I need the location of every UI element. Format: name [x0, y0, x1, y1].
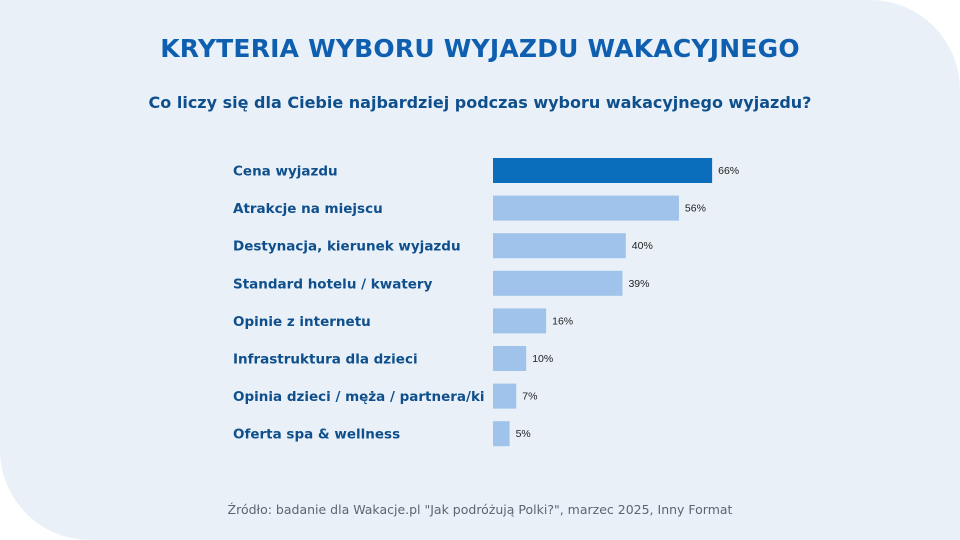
chart-title: KRYTERIA WYBORU WYJAZDU WAKACYJNEGO [160, 34, 800, 63]
value-label: 10% [532, 353, 553, 365]
category-label: Cena wyjazdu [233, 164, 338, 180]
category-label: Infrastruktura dla dzieci [233, 352, 418, 368]
category-label: Opinie z internetu [233, 314, 371, 330]
category-label: Standard hotelu / kwatery [233, 276, 433, 292]
bar [493, 421, 510, 447]
bar [493, 346, 527, 371]
category-label: Destynacja, kierunek wyjazdu [233, 239, 461, 255]
bar [493, 383, 517, 409]
value-label: 5% [516, 428, 531, 440]
bar [493, 270, 623, 296]
value-label: 66% [718, 165, 739, 177]
value-label: 7% [522, 391, 537, 403]
value-label: 56% [685, 203, 706, 215]
value-label: 40% [632, 240, 653, 252]
chart-subtitle: Co liczy się dla Ciebie najbardziej podc… [148, 93, 812, 112]
bar [493, 195, 679, 221]
value-label: 16% [552, 315, 573, 327]
value-label: 39% [628, 278, 649, 290]
bar [493, 158, 713, 183]
category-label: Opinia dzieci / męża / partnera/ki [233, 389, 485, 405]
category-label: Oferta spa & wellness [233, 427, 400, 443]
category-label: Atrakcje na miejscu [233, 201, 383, 217]
source-note: Źródło: badanie dla Wakacje.pl "Jak podr… [227, 502, 733, 517]
bar [493, 233, 626, 259]
bar [493, 308, 547, 334]
